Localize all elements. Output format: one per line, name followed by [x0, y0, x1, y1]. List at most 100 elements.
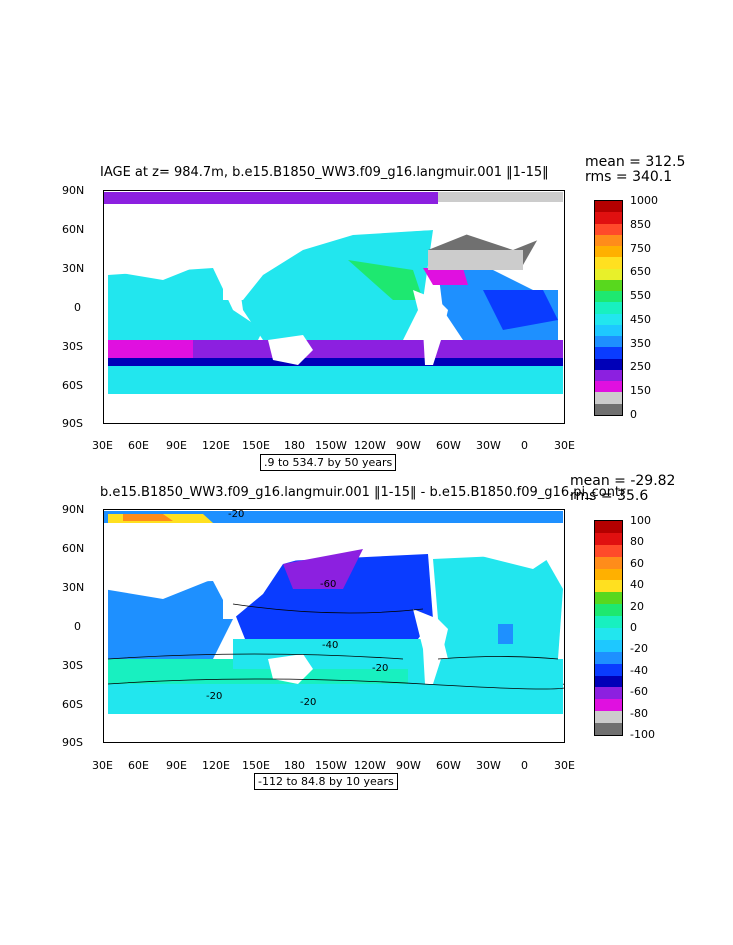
chart-2-ytick: 0 [74, 620, 81, 633]
colorbar-swatch [595, 532, 622, 546]
chart-1-xtick: 120E [202, 439, 230, 452]
colorbar-swatch [595, 675, 622, 688]
colorbar-label: 750 [630, 241, 651, 255]
chart-1-ytick: 0 [74, 301, 81, 314]
chart-2-ytick: 60S [62, 698, 83, 711]
colorbar-swatch [595, 268, 622, 281]
chart-1-xtick: 30E [92, 439, 113, 452]
chart-2-ytick: 90S [62, 736, 83, 749]
chart-1-xtick: 30W [476, 439, 501, 452]
colorbar-swatch [595, 347, 622, 360]
colorbar-label: 150 [630, 384, 651, 398]
chart-1-range-note: .9 to 534.7 by 50 years [260, 454, 397, 471]
chart-2-contour-label: -60 [320, 579, 337, 590]
colorbar-swatch [595, 212, 622, 224]
chart-1-ytick: 60N [62, 223, 85, 236]
colorbar-swatch [595, 663, 622, 677]
chart-2-xtick: 30W [476, 759, 501, 772]
colorbar-label: 60 [630, 556, 644, 570]
colorbar-label: -100 [630, 728, 655, 741]
colorbar-swatch [595, 201, 622, 213]
chart-1-colorbar [594, 200, 623, 416]
colorbar-label: 550 [630, 289, 651, 303]
colorbar-label: 350 [630, 336, 651, 350]
chart-1-xtick: 60E [128, 439, 149, 452]
chart-1-xtick: 60W [436, 439, 461, 452]
chart-2-ytick: 90N [62, 503, 85, 516]
colorbar-swatch [595, 392, 622, 405]
chart-2-ytick: 30N [62, 581, 85, 594]
colorbar-label: -60 [630, 685, 648, 699]
chart-2-xtick: 60W [436, 759, 461, 772]
colorbar-label: 0 [630, 408, 637, 421]
colorbar-swatch [595, 580, 622, 593]
chart-2-colorbar [594, 520, 623, 736]
chart-2-title: b.e15.B1850_WW3.f09_g16.langmuir.001 ‖1-… [100, 485, 626, 500]
colorbar-swatch [595, 616, 622, 629]
colorbar-swatch [595, 291, 622, 303]
colorbar-label: 80 [630, 535, 644, 549]
colorbar-swatch [595, 592, 622, 605]
chart-2-xtick: 0 [521, 759, 528, 772]
colorbar-swatch [595, 628, 622, 641]
colorbar-label: 100 [630, 514, 651, 527]
colorbar-swatch [595, 358, 622, 371]
chart-2-contour-label: -40 [322, 640, 339, 651]
colorbar-swatch [595, 324, 622, 337]
chart-1-xtick: 90W [396, 439, 421, 452]
colorbar-label: 1000 [630, 194, 658, 207]
colorbar-swatch [595, 711, 622, 724]
chart-2-xtick: 180 [284, 759, 305, 772]
colorbar-swatch [595, 556, 622, 570]
colorbar-swatch [595, 651, 622, 665]
chart-2-xtick: 90W [396, 759, 421, 772]
chart-1-xtick: 180 [284, 439, 305, 452]
chart-2-ytick: 30S [62, 659, 83, 672]
chart-2-range-note: -112 to 84.8 by 10 years [254, 773, 398, 790]
colorbar-label: 250 [630, 360, 651, 374]
chart-2-xtick: 30E [92, 759, 113, 772]
colorbar-swatch [595, 403, 622, 416]
colorbar-swatch [595, 381, 622, 393]
colorbar-swatch [595, 369, 622, 382]
chart-2-rms: rms = 35.6 [570, 488, 649, 504]
chart-1-ytick: 60S [62, 379, 83, 392]
chart-1-mean: mean = 312.5 [585, 154, 686, 170]
colorbar-swatch [595, 336, 622, 348]
chart-2-contour-label: -20 [300, 697, 317, 708]
colorbar-swatch [595, 521, 622, 534]
chart-1-xtick: 30E [554, 439, 575, 452]
colorbar-swatch [595, 279, 622, 292]
colorbar-label: 40 [630, 578, 644, 592]
colorbar-swatch [595, 699, 622, 712]
chart-1-field [103, 192, 565, 424]
colorbar-swatch [595, 223, 622, 236]
colorbar-label: -40 [630, 663, 648, 677]
chart-1-xtick: 90E [166, 439, 187, 452]
chart-1-ytick: 90S [62, 417, 83, 430]
chart-1-rms: rms = 340.1 [585, 169, 673, 185]
colorbar-label: 450 [630, 312, 651, 326]
chart-2-mean: mean = -29.82 [570, 473, 676, 489]
chart-2-xtick: 30E [554, 759, 575, 772]
colorbar-swatch [595, 604, 622, 617]
colorbar-label: 850 [630, 217, 651, 231]
chart-2-xtick: 120E [202, 759, 230, 772]
chart-2-ytick: 60N [62, 542, 85, 555]
colorbar-label: -20 [630, 642, 648, 656]
colorbar-swatch [595, 568, 622, 581]
chart-1-title: IAGE at z= 984.7m, b.e15.B1850_WW3.f09_g… [100, 165, 549, 180]
colorbar-swatch [595, 723, 622, 736]
chart-1-ytick: 90N [62, 184, 85, 197]
chart-2-xtick: 120W [354, 759, 386, 772]
colorbar-label: -80 [630, 706, 648, 720]
colorbar-swatch [595, 687, 622, 700]
colorbar-swatch [595, 302, 622, 315]
chart-2-contour-label: -20 [206, 691, 223, 702]
chart-2-xtick: 60E [128, 759, 149, 772]
chart-2-xtick: 90E [166, 759, 187, 772]
chart-2-xtick: 150E [242, 759, 270, 772]
chart-2-field [103, 511, 565, 743]
colorbar-swatch [595, 544, 622, 558]
chart-1-xtick: 120W [354, 439, 386, 452]
